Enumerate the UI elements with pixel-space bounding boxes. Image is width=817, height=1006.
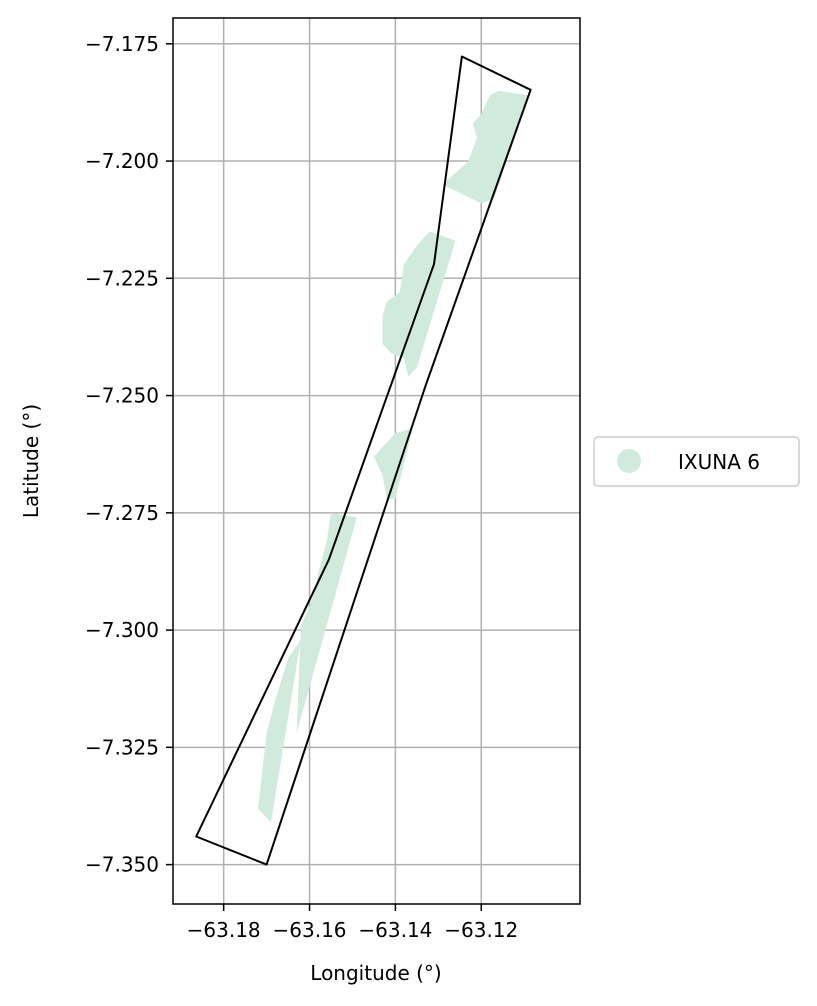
outline-polygon [195,55,532,866]
x-tick-label: −63.12 [444,918,518,942]
x-tick-label: −63.18 [187,918,261,942]
y-tick-label: −7.350 [85,853,159,877]
y-tick-label: −7.325 [85,735,159,759]
y-tick-label: −7.225 [85,266,159,290]
y-tick-label: −7.300 [85,618,159,642]
x-tick-label: −63.14 [358,918,432,942]
y-tick-label: −7.200 [85,149,159,173]
x-axis-label: Longitude (°) [310,961,441,985]
legend-marker [617,449,641,473]
area-polygon [373,428,413,499]
legend-box [593,436,800,487]
area-polygon [258,639,301,823]
area-polygon [442,90,529,204]
legend: IXUNA 6 [593,436,800,487]
area-polygon [296,512,357,734]
plot-frame [172,17,581,905]
y-axis-ticks: −7.175 −7.200 −7.225 −7.250 −7.275 −7.300 −7.3… [85,32,173,877]
y-tick-label: −7.250 [85,384,159,408]
x-tick-label: −63.16 [273,918,347,942]
y-axis-label: Latitude (°) [19,404,43,518]
boundary-outline [195,55,532,866]
y-tick-label: −7.275 [85,501,159,525]
legend-label: IXUNA 6 [678,450,760,474]
y-tick-label: −7.175 [85,32,159,56]
area-polygons [258,90,529,823]
x-axis-ticks: −63.18 −63.16 −63.14 −63.12 [187,904,518,942]
